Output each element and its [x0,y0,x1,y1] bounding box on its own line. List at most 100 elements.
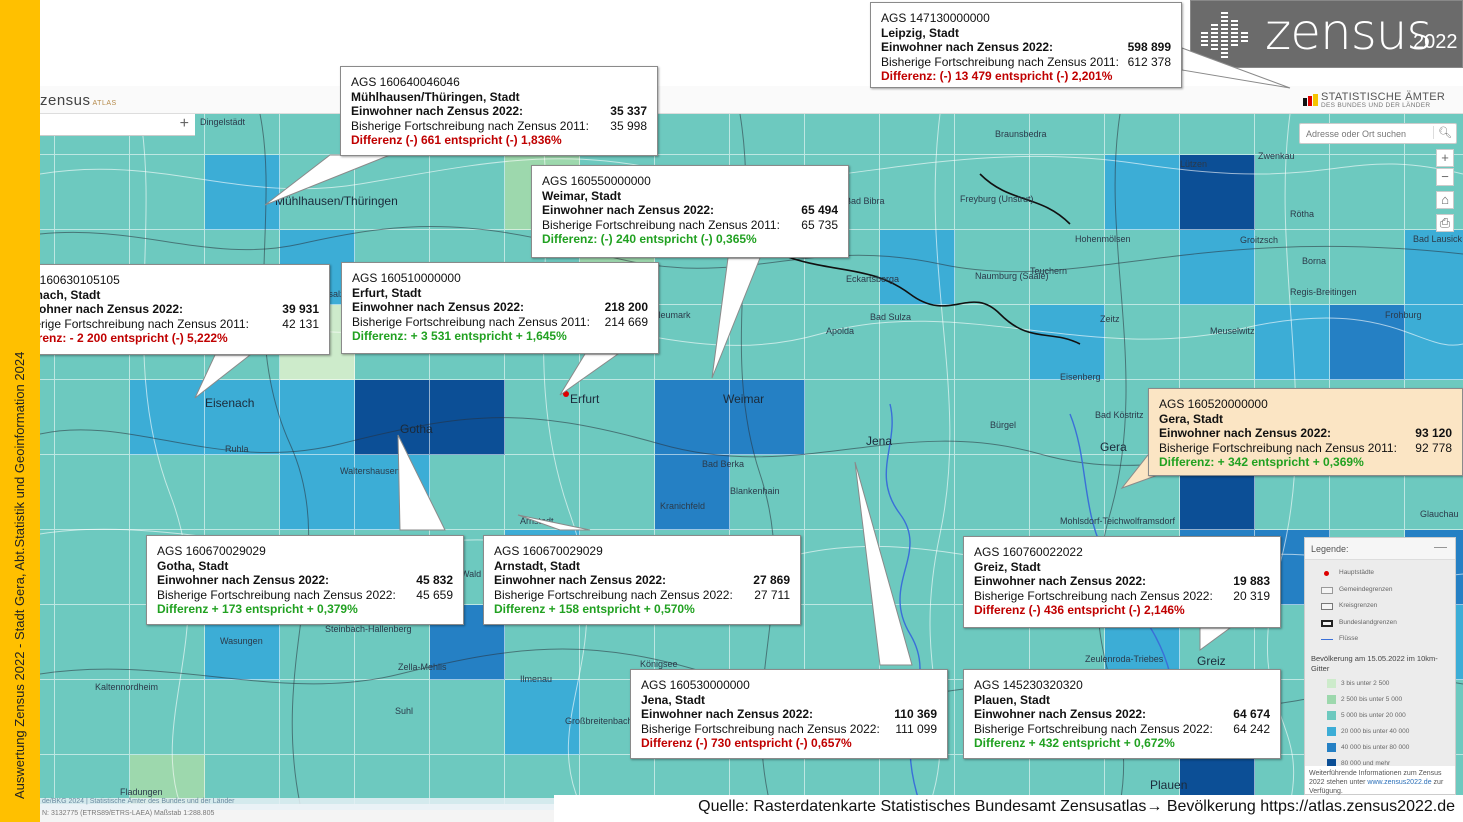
grid-cell [40,455,55,530]
callout-ags: AGS 160520000000 [1159,397,1268,411]
address-search-input[interactable]: Adresse oder Ort suchen 🔍︎ [1299,123,1457,144]
grid-cell [205,680,280,755]
grid-cell [880,530,955,605]
grid-cell [430,680,505,755]
callout-erfurt: AGS 160510000000 Erfurt, Stadt Einwohner… [341,262,659,354]
map-place-label: Bad Berka [702,459,745,469]
search-icon[interactable]: 🔍︎ [1433,126,1452,139]
projection-value: 214 669 [604,314,648,329]
callout-projection-row: Bisherige Fortschreibung nach Zensus 201… [352,315,648,330]
census-label: Einwohner nach Zensus 2022: [641,707,814,721]
projection-value: 35 998 [610,118,647,133]
grid-cell [40,530,55,605]
legend-class-item: 40 000 bis unter 80 000 [1305,740,1455,756]
grid-cell [205,755,280,804]
grid-cell [205,155,280,230]
map-place-label: Steinbach-Hallenberg [325,624,412,634]
callout-census-row: Einwohner nach Zensus 2022: 39 931 [11,302,319,317]
map-place-label: Greiz [1197,654,1226,668]
grid-cell [40,680,55,755]
legend-label: Kreisgrenzen [1339,602,1378,609]
grid-cell [805,530,880,605]
callout-ags: AGS 147130000000 [881,11,990,25]
callout-city-name: Eisenach, Stadt [11,287,101,302]
layer-panel: + [40,114,195,136]
census-value: 35 337 [610,104,647,118]
grid-cell [280,755,355,804]
map-place-label: Groitzsch [1240,235,1279,245]
grid-cell [730,114,805,155]
callout-difference: Differenz: - 2 200 entspricht (-) 5,222% [11,331,228,345]
grid-cell [55,380,130,455]
callout-weimar: AGS 160550000000 Weimar, Stadt Einwohner… [531,165,849,258]
color-swatch-icon [1327,694,1336,704]
callout-ags: AGS 160530000000 [641,678,750,692]
grid-cell [280,380,355,455]
map-place-label: Bad Lausick [1413,234,1463,244]
map-place-label: Zwenkau [1258,151,1295,161]
map-place-label: Plauen [1150,778,1188,792]
callout-census-row: Einwohner nach Zensus 2022: 218 200 [352,300,648,315]
grid-cell [955,305,1030,380]
callout-city-name: Erfurt, Stadt [352,285,422,300]
home-icon[interactable]: ⌂ [1436,191,1454,209]
grid-cell [130,155,205,230]
atlas-logo-sub: ATLAS [92,100,117,107]
legend-class-label: 2 500 bis unter 5 000 [1341,695,1403,703]
callout-difference: Differenz + 173 entspricht + 0,379% [157,602,358,616]
callout-city-name: Plauen, Stadt [974,692,1051,707]
map-place-label: Wasungen [220,636,263,646]
map-place-label: Erfurt [570,392,600,406]
legend-class-item: 2 500 bis unter 5 000 [1305,692,1455,708]
grid-cell [1030,155,1105,230]
projection-value: 45 659 [416,587,453,602]
search-placeholder: Adresse oder Ort suchen [1306,129,1407,139]
add-layer-button[interactable]: + [179,115,189,132]
map-place-label: Ruhla [225,444,249,454]
callout-projection-row: Bisherige Fortschreibung nach Zensus 202… [157,588,453,603]
print-icon[interactable]: ⎙ [1436,214,1454,232]
map-place-label: Kaltennordheim [95,682,159,692]
legend-class-label: 5 000 bis unter 20 000 [1341,711,1406,719]
grid-cell [805,305,880,380]
atlas-logo[interactable]: zensus ATLAS [40,92,117,109]
legend-collapse-button[interactable]: — [1434,539,1447,554]
census-label: Einwohner nach Zensus 2022: [542,203,715,217]
map-place-label: Bürgel [990,420,1017,430]
callout-projection-row: Bisherige Fortschreibung nach Zensus 202… [974,589,1270,604]
zensus-wordmark: zensus [1265,3,1432,61]
census-value: 218 200 [604,300,648,314]
callout-census-row: Einwohner nach Zensus 2022: 27 869 [494,573,790,588]
callout-ags: AGS 145230320320 [974,678,1083,692]
grid-cell [1030,114,1105,155]
callout-city-name: Greiz, Stadt [974,559,1041,574]
grid-cell [430,155,505,230]
zoom-in-button[interactable]: + [1436,149,1454,167]
color-swatch-icon [1327,710,1336,720]
census-value: 93 120 [1415,426,1452,440]
callout-city-name: Mühlhausen/Thüringen, Stadt [351,89,520,104]
grid-cell [730,305,805,380]
grid-cell [955,155,1030,230]
callout-ags: AGS 160630105105 [11,273,120,287]
grid-cell [1105,155,1180,230]
zensus-link[interactable]: www.zensus2022.de [1367,779,1432,786]
census-label: Einwohner nach Zensus 2022: [974,574,1147,588]
legend-label: Gemeindegrenzen [1339,585,1393,593]
grid-cell [355,755,430,804]
map-place-label: Glauchau [1420,509,1459,519]
map-place-label: Rötha [1290,209,1315,219]
projection-value: 65 735 [801,217,838,232]
map-place-label: Meuselwitz [1210,326,1255,336]
side-credit-text: Auswertung Zensus 2022 - Stadt Gera, Abt… [12,351,27,799]
zoom-out-button[interactable]: − [1436,168,1454,186]
grid-cell [1180,305,1255,380]
projection-label: Bisherige Fortschreibung nach Zensus 201… [881,54,1119,69]
legend-class-label: 20 000 bis unter 40 000 [1341,727,1410,735]
grid-cell [805,114,880,155]
grid-cell [955,455,1030,530]
callout-projection-row: Bisherige Fortschreibung nach Zensus 201… [351,119,647,134]
grid-cell [55,155,130,230]
callout-difference: Differenz: + 3 531 entspricht + 1,645% [352,329,567,343]
color-swatch-icon [1327,726,1336,736]
